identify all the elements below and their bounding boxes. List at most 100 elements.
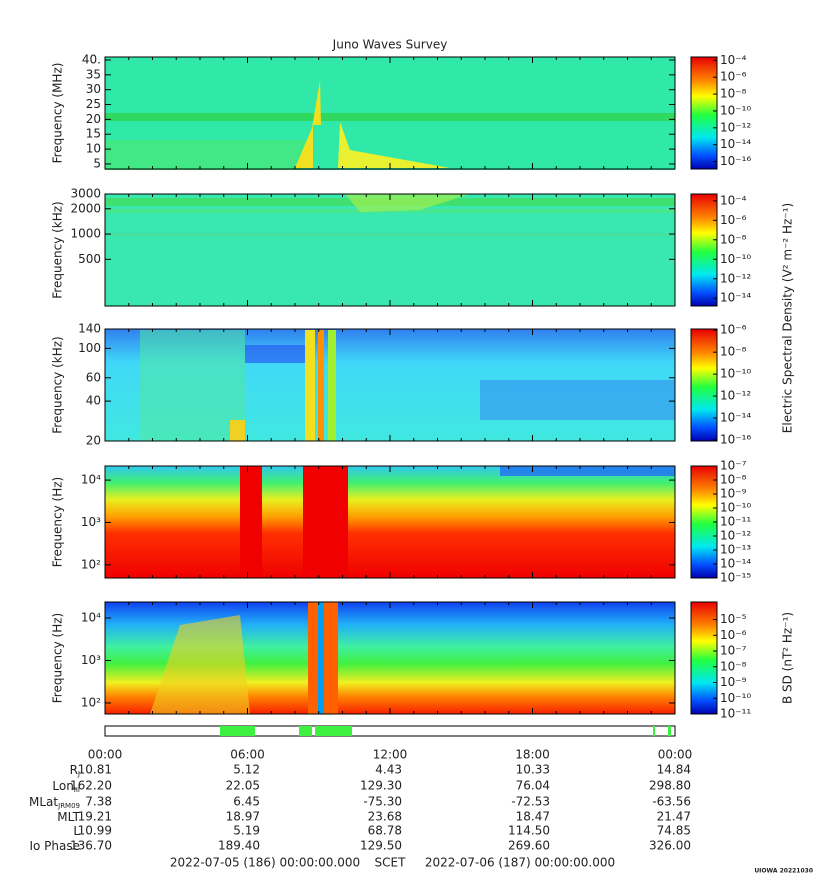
colorbar xyxy=(690,56,718,170)
y-tick-label: 40. xyxy=(82,52,101,66)
x-tick-label: 00:00 xyxy=(658,748,693,762)
colorbar-tick-label: 10⁻⁹ xyxy=(720,675,747,689)
y-tick-label: 10² xyxy=(81,695,101,709)
y-tick-label: 1000 xyxy=(70,227,101,241)
colorbar xyxy=(690,601,718,715)
ephemeris-value: -63.56 xyxy=(652,795,691,809)
y-axis-label: Frequency (Hz) xyxy=(51,477,65,568)
colorbar-label: Electric Spectral Density (V² m⁻² Hz⁻¹) xyxy=(781,203,795,433)
colorbar-tick-label: 10⁻⁸ xyxy=(720,87,747,101)
ephemeris-value: 5.19 xyxy=(233,824,260,838)
ephemeris-value: 5.12 xyxy=(233,763,260,777)
status-bar xyxy=(104,725,676,737)
x-tick-label: 06:00 xyxy=(230,748,265,762)
y-tick-label: 5 xyxy=(93,156,101,170)
ephemeris-value: 136.70 xyxy=(70,839,112,853)
ephemeris-value: 7.38 xyxy=(85,795,112,809)
colorbar-tick-label: 10⁻¹¹ xyxy=(720,515,751,529)
ephemeris-label-sub: J xyxy=(77,770,80,778)
y-axis-label: Frequency (kHz) xyxy=(51,201,65,298)
footer-scale: SCET xyxy=(375,856,407,870)
y-tick-label: 2000 xyxy=(70,201,101,215)
spectrogram-image xyxy=(105,602,675,714)
ephemeris-value: 129.30 xyxy=(360,779,402,793)
colorbar-tick-label: 10⁻⁵ xyxy=(720,612,747,626)
colorbar-tick-label: 10⁻¹⁶ xyxy=(720,154,751,168)
colorbar-tick-label: 10⁻⁴ xyxy=(720,53,747,67)
x-tick-label: 18:00 xyxy=(515,748,550,762)
colorbar-tick-label: 10⁻⁸ xyxy=(720,232,747,246)
ephemeris-label-text: Lon xyxy=(52,779,73,793)
colorbar-tick-label: 10⁻⁶ xyxy=(720,70,747,84)
ephemeris-value: -72.53 xyxy=(511,795,550,809)
ephemeris-value: 23.68 xyxy=(368,810,402,824)
ephemeris-label-text: L xyxy=(73,824,80,838)
colorbar-tick-label: 10⁻¹⁰ xyxy=(720,103,751,117)
colorbar-tick-label: 10⁻¹² xyxy=(720,271,751,285)
y-tick-label: 10³ xyxy=(81,653,101,667)
colorbar-label: B SD (nT² Hz⁻¹) xyxy=(781,612,795,704)
spectrogram-image xyxy=(105,329,675,441)
ephemeris-label-text: MLat xyxy=(29,795,58,809)
colorbar-tick-label: 10⁻⁹ xyxy=(720,487,747,501)
footer-end: 2022-07-06 (187) 00:00:00.000 xyxy=(425,856,615,870)
colorbar-tick-label: 10⁻⁴ xyxy=(720,193,747,207)
ephemeris-value: 326.00 xyxy=(649,839,691,853)
y-tick-label: 15 xyxy=(86,127,101,141)
y-tick-label: 35 xyxy=(86,67,101,81)
y-tick-label: 10⁴ xyxy=(81,473,101,487)
ephemeris-label: Io Phase xyxy=(29,839,80,853)
colorbar-tick-label: 10⁻¹⁴ xyxy=(720,291,751,305)
colorbar-tick-label: 10⁻¹⁰ xyxy=(720,367,751,381)
ephemeris-value: 18.97 xyxy=(226,810,260,824)
colorbar-tick-label: 10⁻¹⁴ xyxy=(720,137,751,151)
ephemeris-value: 269.60 xyxy=(508,839,550,853)
stamp: UIOWA 20221030 xyxy=(754,868,813,875)
colorbar-tick-label: 10⁻¹⁵ xyxy=(720,571,751,585)
ephemeris-label-text: R xyxy=(70,763,78,777)
x-tick-label: 12:00 xyxy=(373,748,408,762)
colorbar-tick-label: 10⁻¹⁶ xyxy=(720,432,751,446)
y-tick-label: 60 xyxy=(86,370,101,384)
ephemeris-label-text: Io Phase xyxy=(29,839,80,853)
spectrogram-image xyxy=(105,57,675,170)
x-tick-label: 00:00 xyxy=(88,748,123,762)
colorbar-tick-label: 10⁻⁷ xyxy=(720,459,747,473)
y-axis-label: Frequency (Hz) xyxy=(51,613,65,704)
ephemeris-label-text: MLT xyxy=(57,810,80,824)
ephemeris-label: MLatJRM09 xyxy=(29,795,80,811)
colorbar xyxy=(690,193,718,307)
ephemeris-value: 129.50 xyxy=(360,839,402,853)
ephemeris-value: 10.33 xyxy=(516,763,550,777)
ephemeris-value: 10.99 xyxy=(78,824,112,838)
colorbar-tick-label: 10⁻¹¹ xyxy=(720,707,751,721)
ephemeris-label: RJ xyxy=(70,763,80,779)
ephemeris-value: 298.80 xyxy=(649,779,691,793)
ephemeris-value: 19.21 xyxy=(78,810,112,824)
colorbar-tick-label: 10⁻⁸ xyxy=(720,345,747,359)
colorbar-tick-label: 10⁻⁸ xyxy=(720,473,747,487)
colorbar-tick-label: 10⁻⁷ xyxy=(720,644,747,658)
colorbar-tick-label: 10⁻¹⁰ xyxy=(720,691,751,705)
chart-title: Juno Waves Survey xyxy=(332,38,448,52)
y-tick-label: 10³ xyxy=(81,515,101,529)
footer-start: 2022-07-05 (186) 00:00:00.000 xyxy=(170,856,360,870)
colorbar-tick-label: 10⁻¹⁰ xyxy=(720,501,751,515)
spectrogram-image xyxy=(105,194,675,306)
colorbar-tick-label: 10⁻¹² xyxy=(720,529,751,543)
ephemeris-label-sub: JRM09 xyxy=(57,802,80,810)
ephemeris-value: 189.40 xyxy=(218,839,260,853)
ephemeris-label: L xyxy=(73,824,80,838)
ephemeris-label: MLT xyxy=(57,810,80,824)
colorbar xyxy=(690,328,718,442)
ephemeris-value: 114.50 xyxy=(508,824,550,838)
y-tick-label: 40 xyxy=(86,394,101,408)
colorbar-tick-label: 10⁻¹² xyxy=(720,389,751,403)
ephemeris-value: 21.47 xyxy=(657,810,691,824)
colorbar-tick-label: 10⁻¹³ xyxy=(720,543,751,557)
ephemeris-value: 76.04 xyxy=(516,779,550,793)
y-tick-label: 30 xyxy=(86,82,101,96)
ephemeris-value: 162.20 xyxy=(70,779,112,793)
